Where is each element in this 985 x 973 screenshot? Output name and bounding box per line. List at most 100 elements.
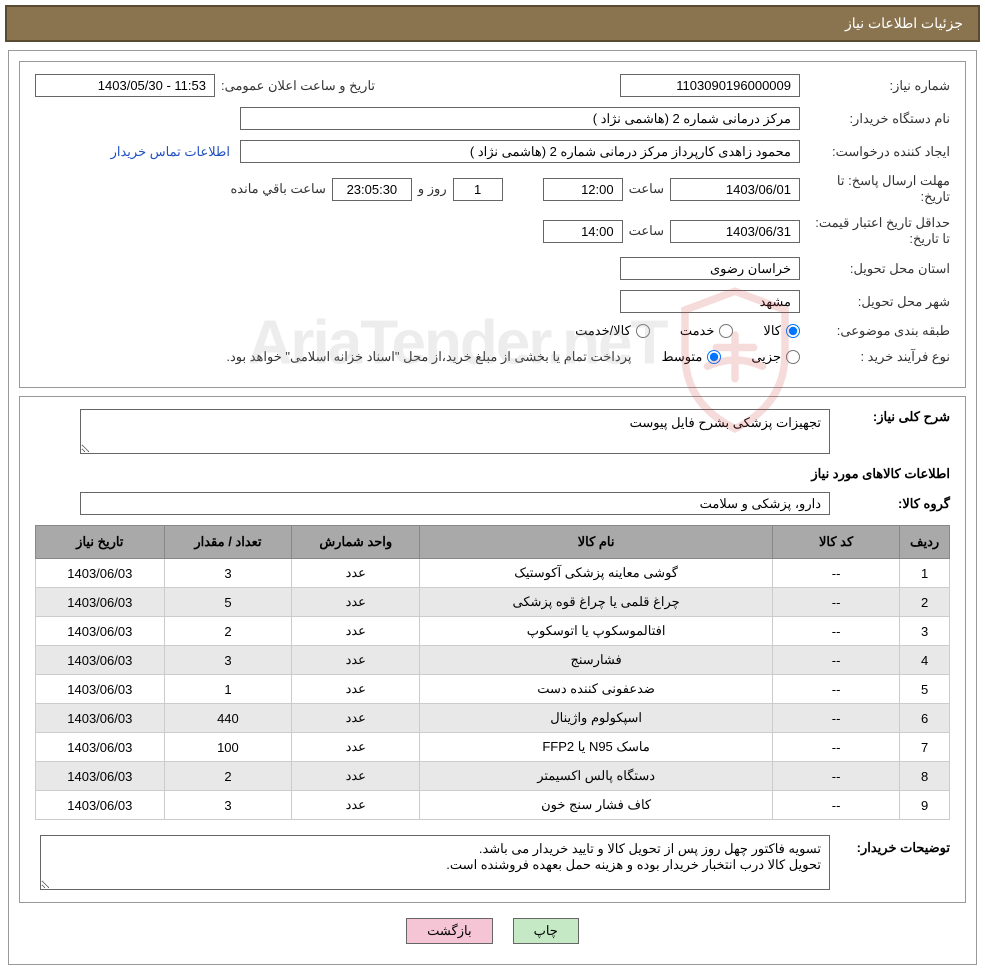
main-container: شماره نیاز: تاریخ و ساعت اعلان عمومی: نا… (8, 50, 977, 965)
city-input[interactable] (620, 290, 800, 313)
table-row: 4--فشارسنجعدد31403/06/03 (36, 646, 950, 675)
requester-input[interactable] (240, 140, 800, 163)
cell-qty: 3 (164, 559, 292, 588)
cell-unit: عدد (292, 733, 420, 762)
cell-date: 1403/06/03 (36, 675, 165, 704)
cell-date: 1403/06/03 (36, 733, 165, 762)
cell-idx: 9 (900, 791, 950, 820)
table-header-row: ردیف کد کالا نام کالا واحد شمارش تعداد /… (36, 526, 950, 559)
cell-unit: عدد (292, 791, 420, 820)
cell-code: -- (772, 588, 899, 617)
announce-label: تاریخ و ساعت اعلان عمومی: (215, 78, 381, 94)
summary-label: شرح کلی نیاز: (830, 409, 950, 425)
category-radio-group: کالا خدمت کالا/خدمت (575, 323, 800, 339)
radio-partial-input[interactable] (786, 350, 800, 364)
cell-unit: عدد (292, 559, 420, 588)
row-requester: ایجاد کننده درخواست: اطلاعات تماس خریدار (35, 140, 950, 163)
cell-code: -- (772, 733, 899, 762)
days-input[interactable] (453, 178, 503, 201)
cell-qty: 2 (164, 762, 292, 791)
cell-code: -- (772, 646, 899, 675)
contact-link[interactable]: اطلاعات تماس خریدار (111, 144, 230, 160)
cell-code: -- (772, 791, 899, 820)
buyer-note-textarea[interactable] (40, 835, 830, 890)
radio-service-input[interactable] (719, 324, 733, 338)
cell-date: 1403/06/03 (36, 791, 165, 820)
city-label: شهر محل تحویل: (800, 294, 950, 310)
countdown-input[interactable] (332, 178, 412, 201)
time-label-1: ساعت (623, 181, 670, 197)
province-label: استان محل تحویل: (800, 261, 950, 277)
cell-idx: 4 (900, 646, 950, 675)
cell-unit: عدد (292, 675, 420, 704)
cell-unit: عدد (292, 646, 420, 675)
row-buyer-org: نام دستگاه خریدار: (35, 107, 950, 130)
cell-name: کاف فشار سنج خون (420, 791, 773, 820)
info-section: شماره نیاز: تاریخ و ساعت اعلان عمومی: نا… (19, 61, 966, 388)
cell-date: 1403/06/03 (36, 762, 165, 791)
validity-time-input[interactable] (543, 220, 623, 243)
cell-idx: 7 (900, 733, 950, 762)
process-radio-group: جزیی متوسط (661, 349, 800, 365)
cell-code: -- (772, 762, 899, 791)
buyer-note-label: توضیحات خریدار: (830, 835, 950, 856)
cell-qty: 3 (164, 646, 292, 675)
radio-service[interactable]: خدمت (680, 323, 734, 339)
deadline-time-input[interactable] (543, 178, 623, 201)
cell-name: ماسک N95 یا FFP2 (420, 733, 773, 762)
cell-date: 1403/06/03 (36, 617, 165, 646)
goods-info-title: اطلاعات کالاهای مورد نیاز (35, 466, 950, 482)
goods-table: ردیف کد کالا نام کالا واحد شمارش تعداد /… (35, 525, 950, 820)
cell-idx: 8 (900, 762, 950, 791)
cell-qty: 440 (164, 704, 292, 733)
time-label-2: ساعت (623, 223, 670, 239)
table-row: 5--ضدعفونی کننده دستعدد11403/06/03 (36, 675, 950, 704)
radio-service-label: خدمت (680, 323, 715, 339)
group-input[interactable] (80, 492, 830, 515)
buyer-org-input[interactable] (240, 107, 800, 130)
row-validity: حداقل تاریخ اعتبار قیمت: تا تاریخ: ساعت (35, 215, 950, 247)
cell-qty: 5 (164, 588, 292, 617)
print-button[interactable]: چاپ (513, 918, 579, 944)
th-unit: واحد شمارش (292, 526, 420, 559)
radio-goods-input[interactable] (786, 324, 800, 338)
process-label: نوع فرآیند خرید : (800, 349, 950, 365)
cell-name: چراغ قلمی یا چراغ قوه پزشکی (420, 588, 773, 617)
group-label: گروه کالا: (830, 496, 950, 512)
radio-medium-input[interactable] (707, 350, 721, 364)
row-province: استان محل تحویل: (35, 257, 950, 280)
radio-medium[interactable]: متوسط (661, 349, 721, 365)
table-row: 7--ماسک N95 یا FFP2عدد1001403/06/03 (36, 733, 950, 762)
deadline-date-input[interactable] (670, 178, 800, 201)
row-need-number: شماره نیاز: تاریخ و ساعت اعلان عمومی: (35, 74, 950, 97)
summary-textarea[interactable] (80, 409, 830, 454)
th-code: کد کالا (772, 526, 899, 559)
cell-code: -- (772, 617, 899, 646)
row-city: شهر محل تحویل: (35, 290, 950, 313)
th-name: نام کالا (420, 526, 773, 559)
table-row: 9--کاف فشار سنج خونعدد31403/06/03 (36, 791, 950, 820)
th-idx: ردیف (900, 526, 950, 559)
cell-date: 1403/06/03 (36, 646, 165, 675)
radio-goods-service-input[interactable] (636, 324, 650, 338)
radio-goods-service[interactable]: کالا/خدمت (575, 323, 650, 339)
radio-partial[interactable]: جزیی (751, 349, 800, 365)
validity-date-input[interactable] (670, 220, 800, 243)
cell-qty: 2 (164, 617, 292, 646)
need-number-input[interactable] (620, 74, 800, 97)
province-input[interactable] (620, 257, 800, 280)
cell-name: دستگاه پالس اکسیمتر (420, 762, 773, 791)
row-summary: شرح کلی نیاز: (35, 409, 950, 454)
table-row: 2--چراغ قلمی یا چراغ قوه پزشکیعدد51403/0… (36, 588, 950, 617)
radio-goods[interactable]: کالا (763, 323, 800, 339)
table-row: 3--افتالموسکوپ یا اتوسکوپعدد21403/06/03 (36, 617, 950, 646)
announce-input[interactable] (35, 74, 215, 97)
cell-name: ضدعفونی کننده دست (420, 675, 773, 704)
back-button[interactable]: بازگشت (406, 918, 492, 944)
cell-qty: 100 (164, 733, 292, 762)
row-category: طبقه بندی موضوعی: کالا خدمت کالا/خدمت (35, 323, 950, 339)
cell-idx: 1 (900, 559, 950, 588)
cell-date: 1403/06/03 (36, 704, 165, 733)
requester-label: ایجاد کننده درخواست: (800, 144, 950, 160)
radio-medium-label: متوسط (661, 349, 702, 365)
